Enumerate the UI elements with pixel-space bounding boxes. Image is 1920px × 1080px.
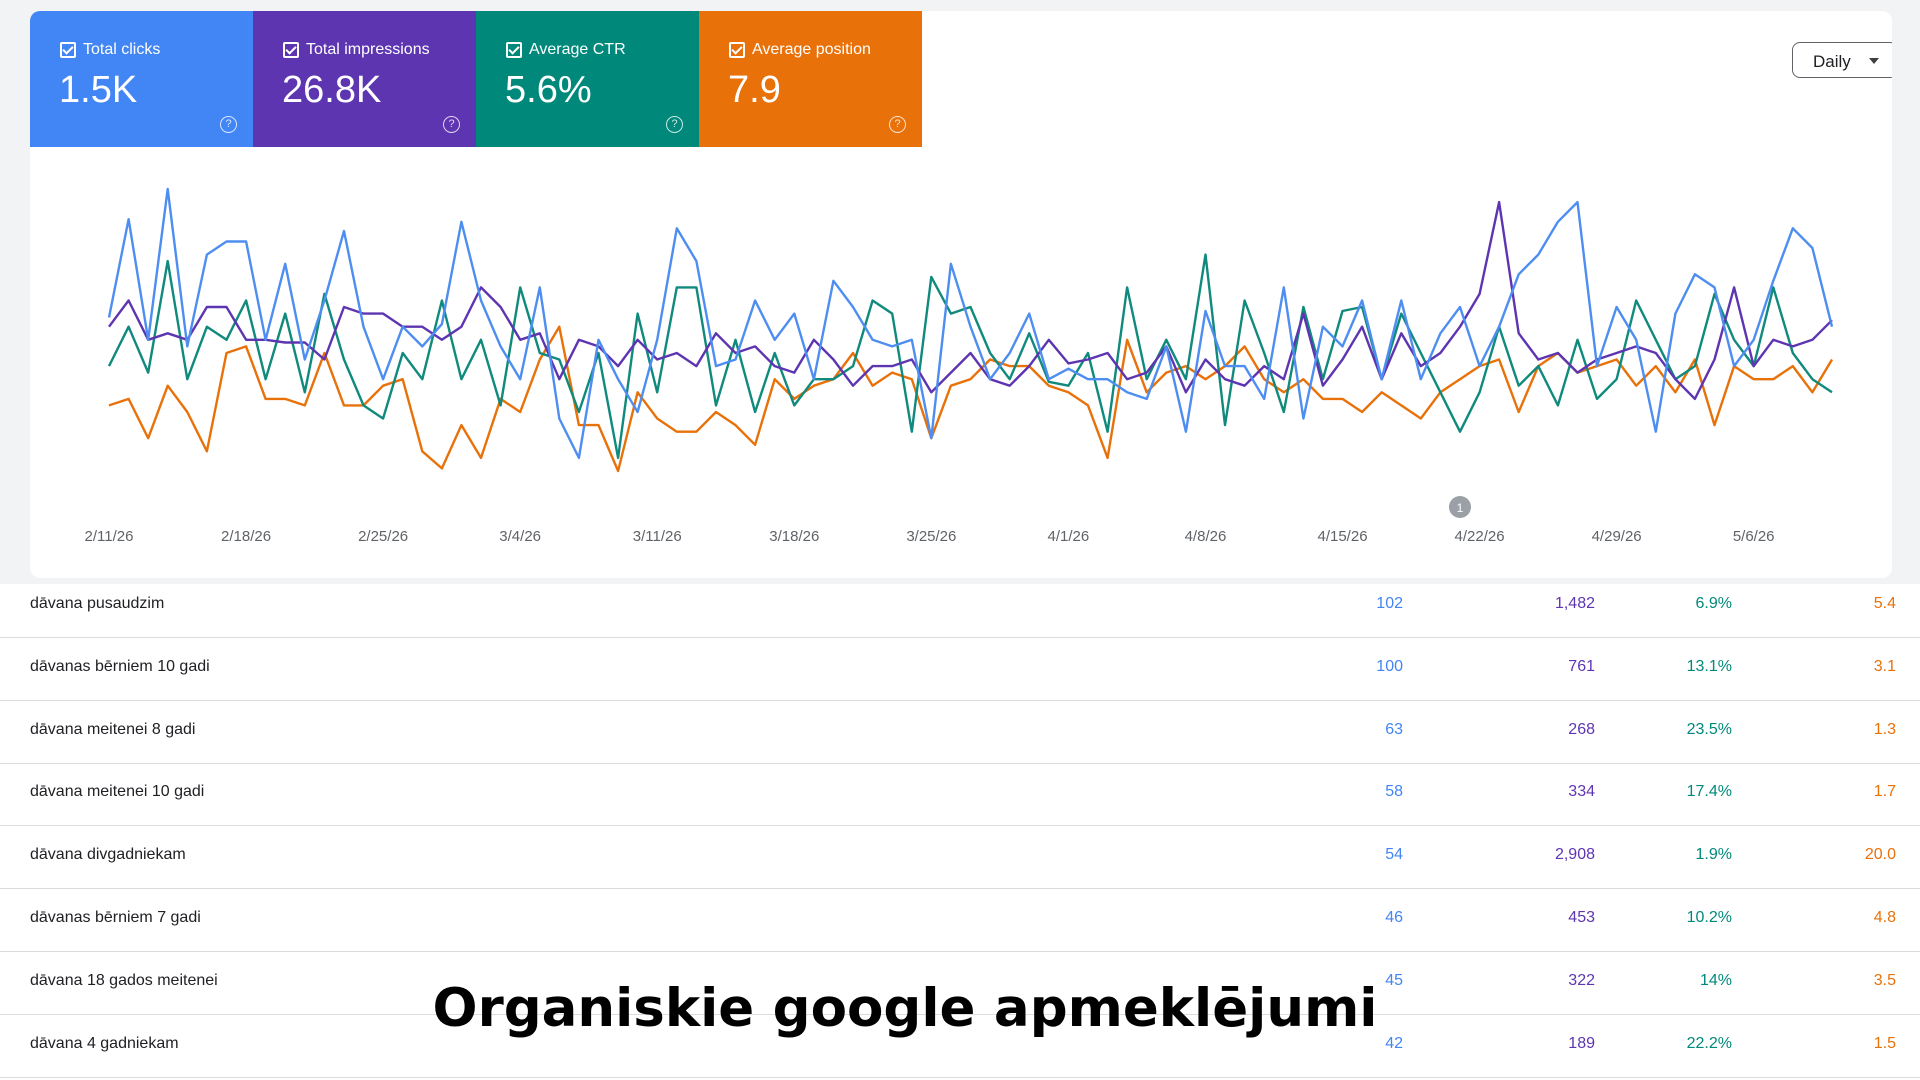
metric-cell: 3.1 bbox=[1873, 657, 1896, 675]
metric-cell: 22.2% bbox=[1686, 1034, 1732, 1052]
metric-value: 26.8K bbox=[282, 69, 382, 111]
x-tick-label: 5/6/26 bbox=[1733, 528, 1775, 545]
x-tick-label: 4/15/26 bbox=[1317, 528, 1367, 545]
metric-card[interactable]: Average position 7.9? bbox=[699, 11, 922, 147]
checkbox-icon bbox=[60, 42, 76, 58]
x-tick-label: 4/8/26 bbox=[1185, 528, 1227, 545]
metric-cell: 14% bbox=[1699, 971, 1732, 989]
x-tick-label: 4/1/26 bbox=[1048, 528, 1090, 545]
metric-label: Average CTR bbox=[506, 41, 626, 59]
metric-label: Total impressions bbox=[283, 41, 430, 59]
x-tick-label: 2/18/26 bbox=[221, 528, 271, 545]
help-icon[interactable]: ? bbox=[220, 116, 237, 133]
metric-cell: 6.9% bbox=[1695, 595, 1732, 612]
metric-cell: 13.1% bbox=[1686, 657, 1732, 675]
annotation-marker[interactable] bbox=[1448, 496, 1471, 518]
caption: Organiskie google apmeklējumi bbox=[432, 978, 1378, 1039]
table-row[interactable]: dāvana divgadniekam 54 2,908 1.9% 20.0 bbox=[0, 825, 1920, 890]
performance-panel: 2/11/26 2/18/26 2/25/26 3/4/26 3/11/26 3/18/2… bbox=[30, 11, 1892, 578]
query-cell: dāvana pusaudzim bbox=[30, 595, 165, 612]
metric-cell: 54 bbox=[1385, 846, 1403, 864]
help-icon[interactable]: ? bbox=[666, 116, 683, 133]
x-tick-label: 3/25/26 bbox=[906, 528, 956, 545]
table-row[interactable]: dāvana meitenei 8 gadi 63 268 23.5% 1.3 bbox=[0, 700, 1920, 764]
checkbox-icon bbox=[729, 42, 745, 58]
checkbox-icon bbox=[506, 42, 522, 58]
metric-value: 1.5K bbox=[59, 69, 138, 111]
series-line bbox=[107, 187, 1834, 460]
metric-cell: 4.8 bbox=[1873, 909, 1896, 926]
table-row[interactable]: dāvana meitenei 10 gadi 58 334 17.4% 1.7 bbox=[0, 762, 1920, 827]
help-icon[interactable]: ? bbox=[889, 116, 906, 133]
metric-name: Average CTR bbox=[529, 41, 626, 58]
metric-label: Total clicks bbox=[60, 41, 160, 59]
metric-cell: 1.7 bbox=[1873, 783, 1896, 801]
metric-cell: 189 bbox=[1568, 1034, 1595, 1052]
metric-cell: 100 bbox=[1376, 657, 1403, 675]
metric-name: Total impressions bbox=[306, 41, 430, 58]
query-cell: dāvana divgadniekam bbox=[30, 846, 186, 864]
x-tick-label: 2/25/26 bbox=[358, 528, 408, 545]
metric-cell: 453 bbox=[1568, 909, 1595, 926]
query-cell: dāvana meitenei 8 gadi bbox=[30, 720, 196, 738]
metric-card[interactable]: Total clicks 1.5K? bbox=[30, 11, 253, 147]
metric-cell: 45 bbox=[1385, 971, 1403, 989]
metric-cell: 5.4 bbox=[1873, 595, 1896, 612]
metric-name: Average position bbox=[752, 41, 871, 58]
metric-cell: 17.4% bbox=[1686, 783, 1732, 801]
table-row[interactable]: dāvana 18 gados meitenei 45 322 14% 3.5 bbox=[0, 951, 1920, 1015]
metric-cell: 1.9% bbox=[1695, 846, 1732, 864]
series-line bbox=[107, 253, 1833, 460]
annotation-label: 1 bbox=[1457, 501, 1464, 515]
x-tick-label: 3/18/26 bbox=[769, 528, 819, 545]
metric-cell: 42 bbox=[1385, 1034, 1403, 1052]
metric-cell: 3.5 bbox=[1873, 971, 1896, 989]
metric-label: Average position bbox=[729, 41, 871, 59]
metric-cell: 1.5 bbox=[1873, 1034, 1896, 1052]
chart: 2/11/26 2/18/26 2/25/26 3/4/26 3/11/26 3/18/2… bbox=[85, 187, 1834, 545]
metric-cell: 10.2% bbox=[1686, 909, 1732, 926]
query-cell: dāvana 18 gados meitenei bbox=[30, 971, 218, 989]
metric-card[interactable]: Total impressions 26.8K? bbox=[253, 11, 476, 147]
x-tick-label: 3/11/26 bbox=[633, 528, 682, 545]
table-row[interactable]: dāvanas bērniem 10 gadi 100 761 13.1% 3.1 bbox=[0, 637, 1920, 701]
checkbox-icon bbox=[283, 42, 299, 58]
series-line bbox=[108, 200, 1833, 401]
metric-value: 5.6% bbox=[505, 69, 592, 111]
metric-cell: 1,482 bbox=[1554, 595, 1595, 612]
metric-card[interactable]: Average CTR 5.6%? bbox=[476, 11, 699, 147]
query-cell: dāvanas bērniem 10 gadi bbox=[30, 657, 210, 675]
metric-cell: 334 bbox=[1568, 783, 1595, 801]
table-row[interactable]: dāvanas bērniem 7 gadi 46 453 10.2% 4.8 bbox=[0, 888, 1920, 952]
metric-cell: 761 bbox=[1568, 657, 1595, 675]
metric-cell: 20.0 bbox=[1864, 846, 1896, 864]
x-tick-label: 2/11/26 bbox=[85, 528, 134, 545]
help-icon[interactable]: ? bbox=[443, 116, 460, 133]
metric-cell: 46 bbox=[1385, 909, 1403, 926]
period-dropdown[interactable]: Daily bbox=[1792, 42, 1892, 78]
series-line bbox=[108, 325, 1834, 473]
query-cell: dāvanas bērniem 7 gadi bbox=[30, 909, 201, 926]
x-tick-label: 3/4/26 bbox=[499, 528, 541, 545]
metric-cell: 2,908 bbox=[1554, 846, 1595, 864]
table-row[interactable]: dāvana pusaudzim 102 1,482 6.9% 5.4 bbox=[0, 574, 1920, 638]
metric-cell: 23.5% bbox=[1686, 720, 1732, 738]
x-tick-label: 4/29/26 bbox=[1592, 528, 1642, 545]
metric-name: Total clicks bbox=[83, 41, 161, 58]
query-cell: dāvana meitenei 10 gadi bbox=[30, 783, 205, 801]
query-cell: dāvana 4 gadniekam bbox=[30, 1034, 179, 1052]
metric-value: 7.9 bbox=[728, 69, 781, 111]
x-tick-label: 4/22/26 bbox=[1455, 528, 1505, 545]
metric-cell: 1.3 bbox=[1873, 720, 1896, 738]
report-area: 2/11/26 2/18/26 2/25/26 3/4/26 3/11/26 3/18/2… bbox=[0, 0, 1920, 584]
metric-cell: 58 bbox=[1385, 783, 1403, 801]
metric-cell: 322 bbox=[1568, 971, 1595, 989]
metric-cell: 268 bbox=[1568, 720, 1595, 738]
metric-cell: 63 bbox=[1385, 720, 1403, 738]
metric-cell: 102 bbox=[1376, 595, 1403, 612]
table-row[interactable]: dāvana 4 gadniekam 42 189 22.2% 1.5 bbox=[0, 1014, 1920, 1078]
